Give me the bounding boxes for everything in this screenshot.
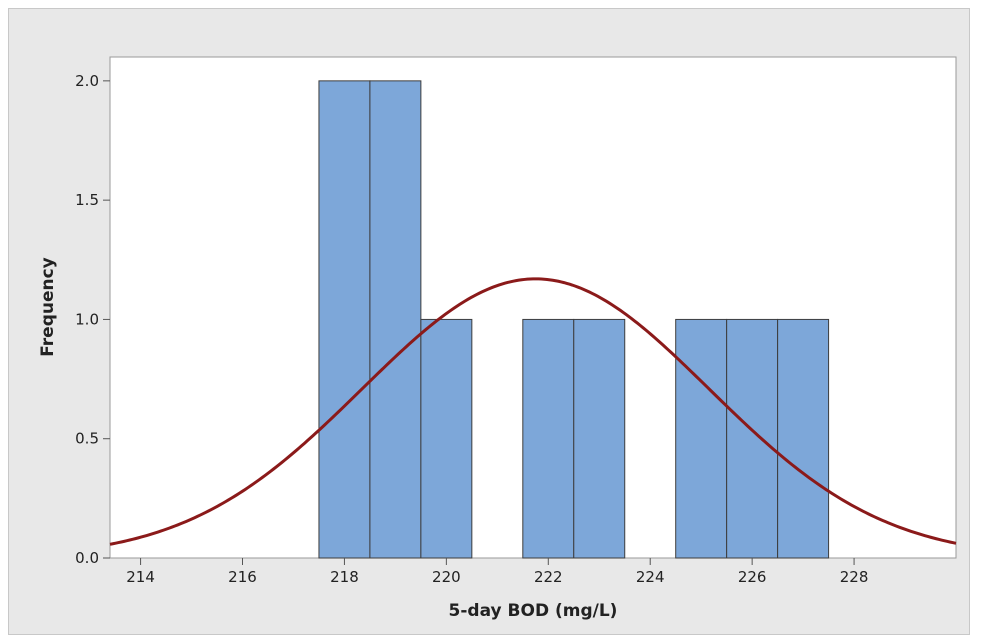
histogram-bar-4 (573, 318, 626, 559)
histogram-bar-6 (726, 318, 779, 559)
x-tick-label: 218 (330, 568, 359, 586)
x-tick-label: 214 (126, 568, 155, 586)
x-tick-label: 226 (738, 568, 767, 586)
x-tick-label: 228 (840, 568, 869, 586)
y-tick-label: 1.5 (75, 191, 99, 209)
histogram-bar-0 (318, 80, 371, 559)
y-axis-title: Frequency (38, 257, 58, 357)
x-axis-title: 5-day BOD (mg/L) (449, 601, 618, 621)
x-tick-label: 220 (432, 568, 461, 586)
histogram-bar-1 (369, 80, 422, 559)
y-tick-label: 0.5 (75, 430, 99, 448)
y-tick-label: 0.0 (75, 549, 99, 567)
histogram-bar-7 (777, 318, 830, 559)
y-tick-label: 1.0 (75, 310, 99, 328)
x-tick-label: 222 (534, 568, 563, 586)
y-tick-label: 2.0 (75, 72, 99, 90)
histogram-bar-3 (522, 318, 575, 559)
x-tick-label: 224 (636, 568, 665, 586)
x-tick-label: 216 (228, 568, 257, 586)
histogram-bar-5 (675, 318, 728, 559)
normal-fit-curve (109, 277, 957, 546)
histogram-bar-2 (420, 318, 473, 559)
